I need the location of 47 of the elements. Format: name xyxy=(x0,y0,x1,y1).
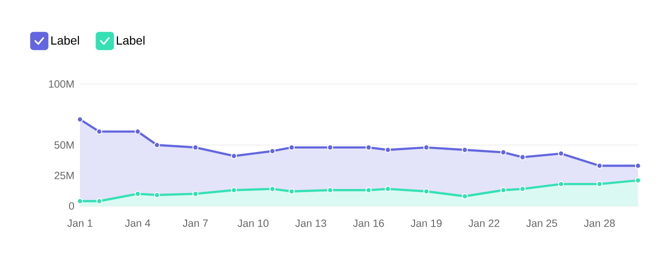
x-tick-label: Jan 22 xyxy=(468,220,500,227)
point xyxy=(462,193,468,200)
point xyxy=(423,144,430,150)
point xyxy=(634,177,642,184)
point xyxy=(154,142,160,148)
y-tick-label: 50M xyxy=(54,141,74,149)
x-tick-label: Jan 25 xyxy=(526,220,558,227)
point xyxy=(500,187,506,194)
point xyxy=(596,181,603,188)
x-tick-label: Jan 4 xyxy=(125,220,150,227)
legend-label: Label xyxy=(116,36,144,45)
x-tick-label: Jan 28 xyxy=(584,220,615,227)
point xyxy=(192,144,198,150)
point xyxy=(366,144,372,150)
x-tick-label: Jan 13 xyxy=(295,220,326,227)
point xyxy=(327,187,334,194)
y-tick-label: 0 xyxy=(69,202,74,210)
point xyxy=(230,187,237,194)
x-tick-label: Jan 7 xyxy=(182,220,208,227)
legend-label: Label xyxy=(51,36,79,45)
point xyxy=(423,188,430,194)
point xyxy=(96,128,102,135)
point xyxy=(596,162,603,169)
point xyxy=(76,116,84,122)
point xyxy=(192,190,198,197)
x-tick-label: Jan 19 xyxy=(410,220,442,227)
point xyxy=(384,186,391,192)
point xyxy=(366,187,372,194)
point xyxy=(134,190,141,197)
point xyxy=(558,181,564,188)
point xyxy=(154,192,160,198)
point xyxy=(134,128,141,135)
y-tick-label: 25M xyxy=(54,172,74,180)
x-tick-label: Jan 16 xyxy=(353,220,384,227)
x-tick-label: Jan 1 xyxy=(67,220,92,227)
x-tick-label: Jan 10 xyxy=(238,220,269,227)
point xyxy=(327,144,334,150)
point xyxy=(634,162,642,169)
point xyxy=(558,150,564,157)
point xyxy=(288,144,295,150)
point xyxy=(269,186,276,192)
point xyxy=(230,152,237,160)
point xyxy=(288,188,295,194)
point xyxy=(520,186,526,192)
point xyxy=(76,198,84,204)
point xyxy=(96,198,102,204)
y-tick-label: 100M xyxy=(49,80,74,88)
